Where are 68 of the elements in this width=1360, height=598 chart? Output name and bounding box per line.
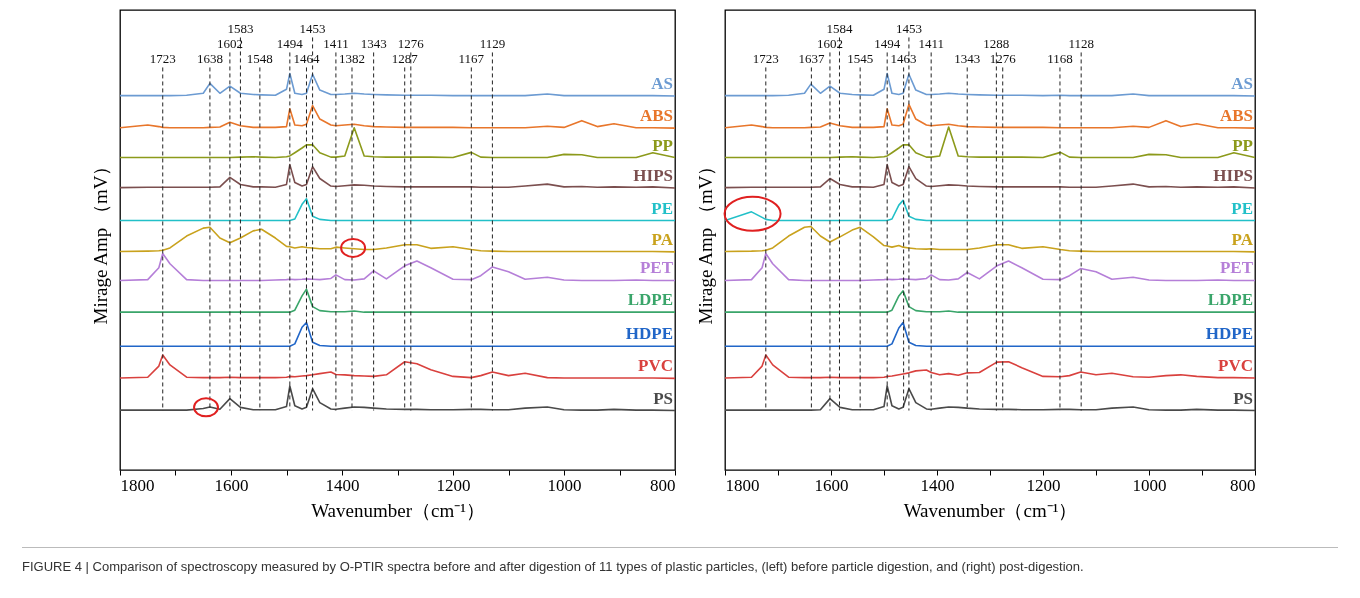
x-tick-label: 1200: [1026, 475, 1061, 495]
series-label: PP: [1232, 135, 1253, 155]
series-label: PE: [651, 198, 673, 218]
x-tick-label: 1200: [436, 475, 471, 495]
ref-line-label: 1453: [895, 21, 922, 37]
series-label: LDPE: [627, 290, 673, 310]
ref-line-label: 1494: [874, 36, 901, 52]
series-label: PP: [652, 135, 673, 155]
ref-line-label: 1548: [246, 51, 273, 67]
y-axis-title: Mirage Amp （mV）: [694, 156, 716, 325]
ref-line-label: 1453: [299, 21, 326, 37]
x-tick-label: 1800: [725, 475, 760, 495]
ref-line-label: 1288: [983, 36, 1010, 52]
series-label: PA: [651, 229, 674, 249]
x-axis-title: Wavenumber（cm⁻¹）: [903, 499, 1078, 521]
ref-line-label: 1276: [397, 36, 425, 52]
ref-line-label: 1638: [196, 51, 223, 67]
series-label: AS: [1231, 74, 1253, 94]
y-axis-title: Mirage Amp （mV）: [89, 156, 111, 325]
x-tick-label: 1800: [120, 475, 155, 495]
series-label: ABS: [1219, 106, 1253, 126]
series-label: HIPS: [1213, 166, 1253, 186]
ref-line-label: 1637: [798, 51, 825, 67]
series-label: PS: [653, 388, 673, 408]
ref-line-label: 1129: [479, 36, 506, 52]
ref-line-label: 1464: [293, 51, 320, 67]
series-label: PVC: [638, 356, 673, 376]
ref-line-label: 1602: [816, 36, 843, 52]
ref-line-label: 1276: [989, 51, 1017, 67]
series-label: LDPE: [1207, 290, 1253, 310]
series-label: PET: [639, 258, 674, 278]
x-tick-label: 1600: [814, 475, 849, 495]
x-tick-label: 1000: [547, 475, 582, 495]
series-label: PVC: [1218, 356, 1253, 375]
ref-line-label: 1584: [826, 21, 853, 37]
ref-line-label: 1723: [149, 51, 176, 67]
series-label: PET: [1219, 258, 1254, 278]
series-label: PE: [1231, 198, 1253, 218]
series-label: HDPE: [1205, 324, 1253, 344]
ref-line-label: 1167: [458, 51, 485, 67]
ref-line-label: 1411: [323, 36, 349, 52]
ref-line-label: 1463: [890, 51, 917, 67]
ref-line-label: 1583: [227, 21, 254, 37]
series-label: ABS: [639, 106, 673, 126]
x-tick-label: 1400: [920, 475, 955, 495]
ref-line-label: 1382: [338, 51, 365, 67]
ref-line-label: 1494: [276, 36, 304, 52]
ref-line-label: 1723: [752, 51, 779, 67]
ref-line-label: 1343: [360, 36, 387, 52]
series-label: HIPS: [633, 166, 673, 186]
x-tick-label: 800: [1230, 475, 1256, 495]
ref-line-label: 1602: [216, 36, 243, 52]
series-label: HDPE: [625, 324, 673, 344]
x-tick-label: 1000: [1132, 475, 1167, 495]
series-label: AS: [651, 74, 673, 94]
caption: FIGURE 4 | Comparison of spectroscopy measured by O-PTIR spectra before and after digestion of 11 types of plastic particles, (left) before particle digestion, and (right) post-digestion.: [22, 558, 1085, 576]
ref-line-label: 1287: [391, 51, 419, 67]
ref-line-label: 1545: [847, 51, 874, 67]
x-axis-title: Wavenumber（cm⁻¹）: [311, 499, 485, 521]
ref-line-label: 1343: [954, 51, 981, 67]
x-tick-label: 1600: [214, 475, 249, 495]
series-label: PS: [1233, 388, 1253, 408]
ref-line-label: 1411: [918, 36, 944, 52]
ref-line-label: 1128: [1068, 36, 1094, 52]
ref-line-label: 1168: [1047, 51, 1073, 67]
series-label: PA: [1231, 229, 1254, 249]
x-tick-label: 800: [650, 475, 676, 495]
x-tick-label: 1400: [325, 475, 360, 495]
